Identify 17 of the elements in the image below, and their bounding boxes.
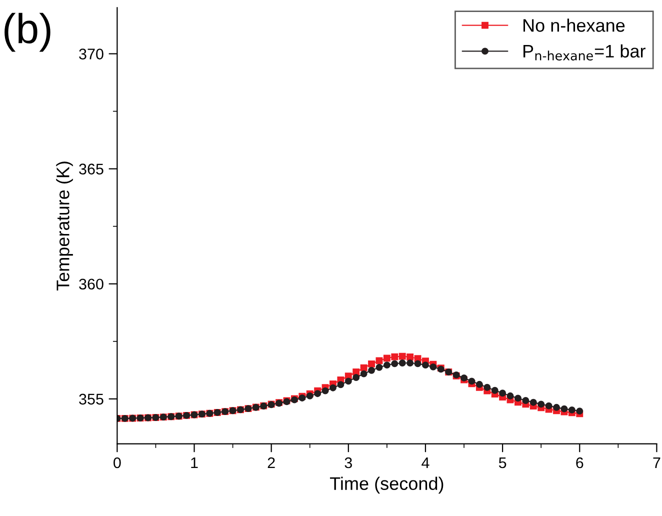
- x-tick-label: 3: [344, 457, 352, 468]
- x-tick-label: 7: [653, 458, 660, 468]
- x-axis-title: Time (second): [330, 476, 444, 494]
- x-tick-label: 2: [268, 457, 275, 468]
- y-tick-label: 365: [79, 164, 104, 174]
- y-tick-label: 360: [79, 278, 104, 290]
- y-tick-label: 355: [79, 394, 104, 405]
- y-tick-label: 370: [79, 48, 104, 60]
- x-tick-label: 5: [498, 458, 506, 468]
- legend-label: P$_{n-hexane}$=1 bar: [523, 44, 646, 60]
- x-tick-label: 4: [422, 458, 430, 468]
- y-axis-title: Temperature (K): [56, 162, 73, 291]
- x-tick-label: 0: [114, 457, 121, 468]
- legend-label: No n-hexane: [523, 18, 625, 32]
- chart-title: (b): [4, 12, 50, 52]
- x-tick-label: 1: [191, 458, 198, 468]
- x-tick-label: 6: [576, 457, 584, 468]
